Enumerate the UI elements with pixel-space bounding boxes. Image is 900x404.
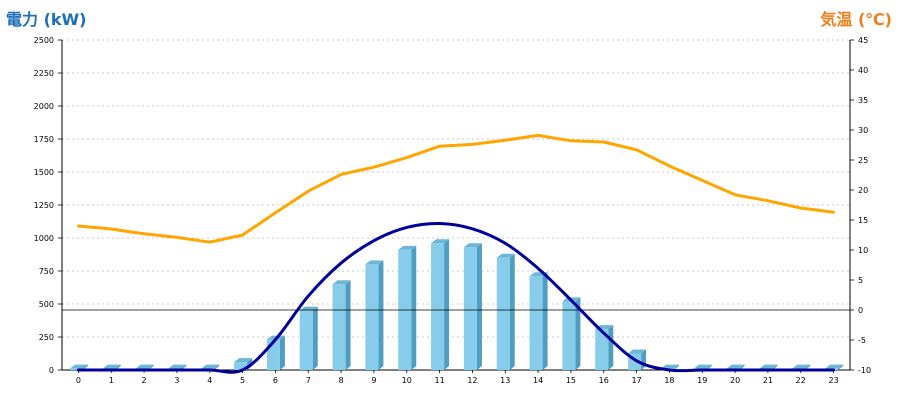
x-tick-label: 6: [273, 376, 278, 385]
left-axis-title: 電力 (kW): [6, 10, 87, 29]
bar: [431, 239, 450, 370]
left-tick-label: 1000: [34, 234, 54, 243]
x-tick-label: 5: [240, 376, 245, 385]
x-tick-label: 10: [402, 376, 412, 385]
right-tick-label: 5: [858, 276, 863, 285]
right-tick-label: 0: [858, 306, 863, 315]
bar: [496, 253, 515, 370]
bar: [529, 272, 548, 370]
power-line: [76, 221, 836, 374]
left-tick-label: 0: [49, 366, 54, 375]
right-tick-label: -5: [858, 336, 866, 345]
right-tick-label: 30: [858, 126, 868, 135]
left-tick-label: 1750: [34, 135, 54, 144]
left-tick-label: 2500: [34, 36, 54, 45]
x-tick-label: 16: [599, 376, 609, 385]
right-tick-label: 25: [858, 156, 868, 165]
right-tick-label: 40: [858, 66, 868, 75]
x-tick-label: 11: [434, 376, 444, 385]
x-tick-label: 21: [763, 376, 773, 385]
x-tick-label: 23: [828, 376, 838, 385]
bar: [398, 245, 417, 370]
x-tick-label: 14: [533, 376, 543, 385]
x-tick-label: 9: [371, 376, 376, 385]
right-tick-label: 20: [858, 186, 868, 195]
bar: [299, 306, 318, 370]
x-tick-label: 3: [174, 376, 179, 385]
bar: [332, 280, 351, 370]
x-tick-label: 22: [796, 376, 806, 385]
right-tick-label: -10: [858, 366, 871, 375]
x-tick-label: 0: [76, 376, 81, 385]
bar: [463, 243, 482, 370]
right-axis-title: 気温 (℃): [820, 10, 892, 29]
x-tick-label: 20: [730, 376, 740, 385]
x-tick-label: 15: [566, 376, 576, 385]
left-tick-label: 1250: [34, 201, 54, 210]
right-tick-label: 35: [858, 96, 868, 105]
temperature-line: [76, 133, 836, 244]
left-tick-label: 750: [39, 267, 54, 276]
x-tick-label: 4: [207, 376, 212, 385]
bar: [365, 260, 384, 370]
left-tick-label: 2250: [34, 69, 54, 78]
x-tick-label: 7: [306, 376, 311, 385]
left-tick-label: 2000: [34, 102, 54, 111]
bar: [562, 297, 581, 370]
right-tick-label: 15: [858, 216, 868, 225]
x-tick-label: 12: [467, 376, 477, 385]
left-tick-label: 500: [39, 300, 54, 309]
x-tick-label: 2: [142, 376, 147, 385]
left-tick-label: 250: [39, 333, 54, 342]
x-tick-label: 8: [339, 376, 344, 385]
right-tick-label: 10: [858, 246, 868, 255]
x-tick-label: 19: [697, 376, 707, 385]
x-tick-label: 1: [109, 376, 114, 385]
x-tick-label: 18: [664, 376, 674, 385]
bar: [595, 325, 614, 370]
x-tick-label: 13: [500, 376, 510, 385]
left-tick-label: 1500: [34, 168, 54, 177]
x-tick-label: 17: [631, 376, 641, 385]
right-tick-label: 45: [858, 36, 868, 45]
